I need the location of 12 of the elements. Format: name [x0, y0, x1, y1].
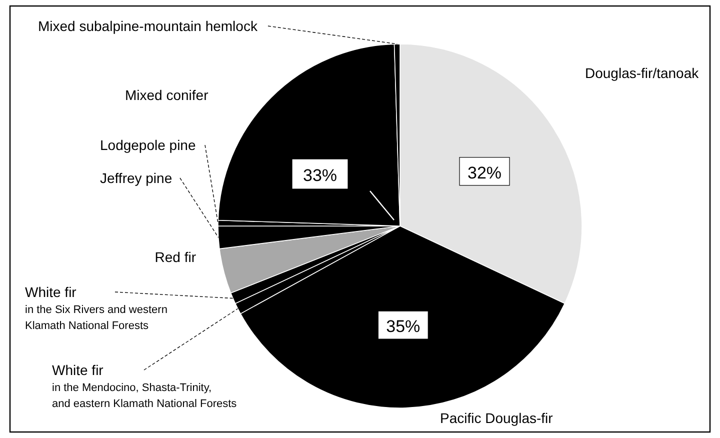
slice-label: White fir in the Six Rivers and western Klamath National Forests: [25, 284, 168, 332]
slice-label: Red fir: [154, 249, 196, 265]
data-label: 32%: [468, 163, 502, 182]
slice-label: Douglas-fir/tanoak: [585, 65, 700, 81]
text: 33%: [302, 166, 338, 185]
slice-label: Mixed conifer: [125, 87, 209, 103]
slice-label: Mixed subalpine-mountain hemlock: [38, 18, 258, 34]
slice-label: White fir in the Mendocino, Shasta-Trinity, and eastern Klamath National Forests: [52, 362, 238, 410]
slice-label: Lodgepole pine: [100, 137, 196, 153]
slice-label: Jeffrey pine: [100, 170, 172, 186]
slice-label: Pacific Douglas-fir: [440, 410, 554, 426]
data-label: 35%: [386, 317, 420, 336]
